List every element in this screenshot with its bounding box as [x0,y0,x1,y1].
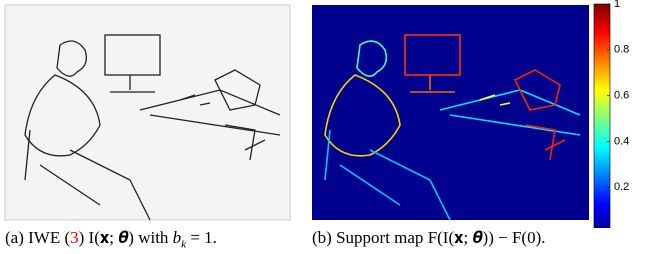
colorbar-tick-label: 0.8 [614,44,629,56]
caption-label: (b) Support map [312,228,428,247]
figure-graphics: 0 0.2 0.4 0.6 0.8 1 [0,0,650,228]
colorbar [594,4,610,228]
caption-a: (a) IWE (3) I(𝐱; 𝜽) with bk = 1. [5,228,217,250]
equation-ref[interactable]: 3 [70,228,79,247]
caption-var: b [173,228,182,247]
colorbar-tick-label: 0.2 [614,181,629,193]
caption-label: (a) IWE ( [5,228,70,247]
figure: 0 0.2 0.4 0.6 0.8 1 (a) IWE (3) I(𝐱; 𝜽) with … [0,0,650,254]
caption-b: (b) Support map F(I(𝐱; 𝜽)) − F(0). [312,228,545,248]
caption-end: = 1. [186,228,217,247]
colorbar-tick-label: 1 [614,0,620,10]
iwe-image [5,5,290,220]
colorbar-tick-label: 0 [614,227,620,228]
caption-text: ) I(𝐱; 𝜽) with [79,228,173,247]
colorbar-tick-label: 0.4 [614,135,629,147]
caption-text: F(I(𝐱; 𝜽)) − F(0). [428,228,546,247]
support-map-image [312,5,589,220]
colorbar-tick-label: 0.6 [614,90,629,102]
